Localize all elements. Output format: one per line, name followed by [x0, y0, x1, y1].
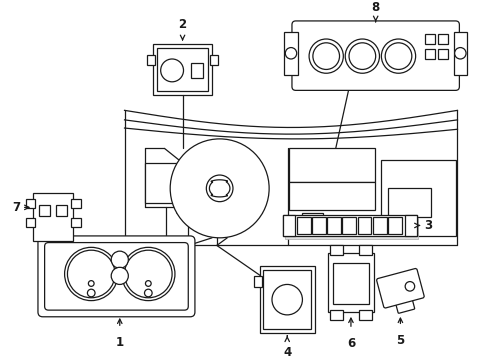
- Bar: [153, 44, 212, 95]
- Bar: [342, 217, 355, 234]
- Circle shape: [405, 282, 414, 291]
- Circle shape: [124, 250, 172, 298]
- Bar: [453, 32, 466, 75]
- Circle shape: [381, 39, 415, 73]
- Bar: [297, 28, 457, 89]
- Bar: [210, 55, 217, 65]
- Text: 2: 2: [178, 18, 186, 31]
- Circle shape: [67, 250, 115, 298]
- Bar: [259, 266, 314, 333]
- Circle shape: [111, 251, 128, 268]
- Circle shape: [454, 48, 465, 59]
- Bar: [288, 182, 374, 210]
- Bar: [191, 63, 203, 78]
- Bar: [358, 310, 371, 320]
- Bar: [283, 215, 294, 236]
- Circle shape: [308, 39, 343, 73]
- Bar: [358, 246, 371, 255]
- Circle shape: [111, 267, 128, 284]
- Text: 7: 7: [12, 201, 20, 214]
- Bar: [33, 193, 73, 241]
- Bar: [56, 204, 67, 216]
- FancyBboxPatch shape: [395, 298, 414, 313]
- FancyBboxPatch shape: [44, 243, 188, 310]
- Circle shape: [312, 43, 339, 69]
- FancyBboxPatch shape: [38, 236, 195, 317]
- Circle shape: [206, 175, 232, 202]
- Circle shape: [348, 43, 375, 69]
- Bar: [329, 246, 343, 255]
- Circle shape: [64, 247, 118, 301]
- FancyBboxPatch shape: [376, 269, 423, 308]
- Circle shape: [161, 59, 183, 82]
- Bar: [71, 218, 81, 228]
- Bar: [283, 215, 416, 236]
- Bar: [424, 49, 434, 59]
- Bar: [438, 49, 447, 59]
- Bar: [326, 217, 340, 234]
- Bar: [302, 213, 323, 225]
- Bar: [327, 253, 373, 312]
- Bar: [263, 270, 310, 329]
- Circle shape: [170, 139, 268, 238]
- Bar: [424, 34, 434, 44]
- Bar: [25, 218, 35, 228]
- Bar: [288, 148, 374, 182]
- Text: 1: 1: [116, 336, 123, 349]
- Circle shape: [87, 289, 95, 297]
- Circle shape: [385, 43, 411, 69]
- Circle shape: [145, 281, 151, 286]
- Bar: [39, 204, 50, 216]
- Polygon shape: [209, 180, 229, 197]
- Circle shape: [122, 247, 175, 301]
- Bar: [387, 217, 401, 234]
- Bar: [381, 160, 455, 236]
- FancyBboxPatch shape: [291, 21, 458, 90]
- Bar: [387, 188, 430, 217]
- Text: 5: 5: [395, 334, 404, 347]
- Bar: [296, 217, 310, 234]
- Bar: [157, 48, 208, 91]
- Circle shape: [144, 289, 152, 297]
- Bar: [285, 218, 418, 239]
- Bar: [284, 32, 297, 75]
- Text: 3: 3: [423, 219, 431, 232]
- Bar: [147, 55, 155, 65]
- Text: 6: 6: [346, 337, 354, 350]
- Bar: [372, 217, 386, 234]
- Bar: [329, 310, 343, 320]
- Circle shape: [345, 39, 379, 73]
- Bar: [145, 163, 188, 203]
- Bar: [283, 300, 290, 311]
- Bar: [405, 215, 416, 236]
- Circle shape: [285, 48, 296, 59]
- Bar: [332, 262, 368, 305]
- Circle shape: [271, 284, 302, 315]
- Bar: [25, 199, 35, 208]
- Bar: [438, 34, 447, 44]
- Bar: [311, 217, 325, 234]
- Text: 8: 8: [371, 1, 379, 14]
- Text: 4: 4: [283, 346, 291, 359]
- Circle shape: [88, 281, 94, 286]
- Bar: [357, 217, 370, 234]
- Bar: [71, 199, 81, 208]
- Bar: [253, 276, 261, 287]
